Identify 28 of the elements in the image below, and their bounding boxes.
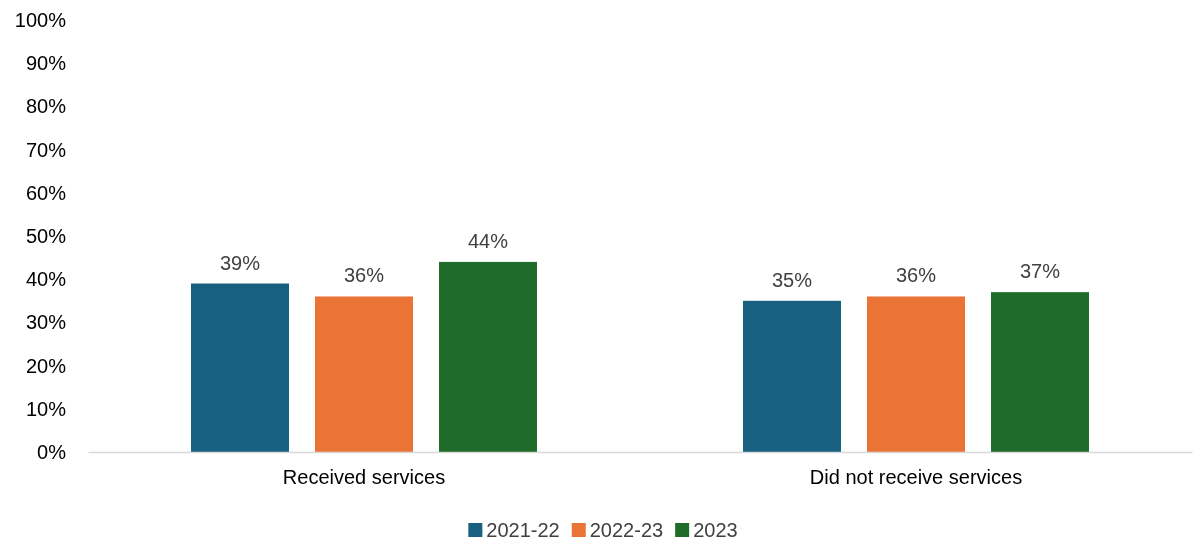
x-tick-label: Received services xyxy=(282,466,446,489)
y-tick-label: 40% xyxy=(25,268,67,291)
legend-label: 2021-22 xyxy=(486,519,560,541)
y-tick-label: 50% xyxy=(25,224,67,247)
bar xyxy=(191,283,289,452)
legend-label: 2023 xyxy=(693,519,738,541)
y-tick-label: 20% xyxy=(25,354,67,377)
text: 39% xyxy=(219,251,261,274)
text: 36% xyxy=(343,264,385,287)
text: 44% xyxy=(467,229,509,252)
bar xyxy=(315,296,413,452)
y-tick-label: 80% xyxy=(25,95,67,118)
text: 35% xyxy=(771,268,813,291)
bar xyxy=(867,296,965,452)
legend-label: 2022-23 xyxy=(589,519,664,541)
y-tick-label: 70% xyxy=(25,138,67,161)
y-tick-label: 30% xyxy=(25,311,67,334)
text: 36% xyxy=(895,264,937,287)
bar xyxy=(743,300,841,452)
text: 37% xyxy=(1019,260,1061,283)
x-tick-label: Did not receive services xyxy=(809,466,1023,489)
y-tick-label: 90% xyxy=(25,52,67,75)
y-tick-label: 100% xyxy=(14,8,67,31)
bar xyxy=(991,292,1089,452)
bar xyxy=(439,261,537,452)
y-tick-label: 60% xyxy=(25,181,67,204)
y-tick-label: 10% xyxy=(25,397,67,420)
y-tick-label: 0% xyxy=(37,440,67,463)
